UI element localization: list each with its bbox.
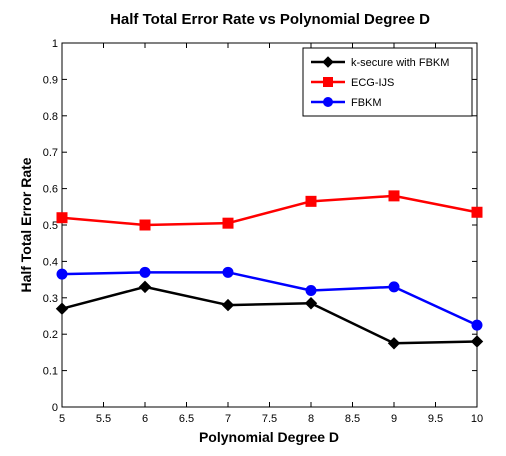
y-tick-label: 0.7: [43, 147, 58, 159]
x-tick-label: 9.5: [428, 413, 443, 425]
y-tick-label: 0.4: [43, 256, 58, 268]
x-tick-label: 8: [308, 413, 314, 425]
x-tick-label: 7: [225, 413, 231, 425]
y-tick-label: 0.3: [43, 293, 58, 305]
legend-marker: [323, 97, 333, 107]
x-tick-label: 6.5: [179, 413, 194, 425]
x-tick-label: 5: [59, 413, 65, 425]
y-axis-title: Half Total Error Rate: [18, 157, 34, 292]
y-tick-label: 0.5: [43, 220, 58, 232]
legend-item: ECG-IJS: [311, 77, 394, 89]
x-tick-label: 5.5: [96, 413, 111, 425]
axis-ticks: 5 5.5 6 6.5 7 7.5 8 8.5 9 9.5 10 0 0.1 0.2 0.3 0.4 0.5 0.…: [43, 38, 483, 425]
data-point: [388, 190, 400, 202]
y-tick-label: 0.1: [43, 366, 58, 378]
x-tick-label: 7.5: [262, 413, 277, 425]
data-point: [471, 206, 483, 218]
data-point: [221, 298, 235, 312]
data-point: [305, 285, 317, 297]
y-tick-label: 0.9: [43, 74, 58, 86]
x-axis-title: Polynomial Degree D: [199, 429, 339, 445]
series-line: [61, 194, 478, 227]
y-tick-label: 0.6: [43, 184, 58, 196]
x-tick-label: 10: [471, 413, 483, 425]
series-line: [61, 285, 478, 345]
legend-marker: [322, 56, 334, 68]
data-point: [55, 302, 69, 315]
y-tick-label: 0: [52, 402, 58, 414]
legend-marker: [323, 77, 333, 87]
series-ecg-ijs: [56, 190, 483, 231]
legend-label: ECG-IJS: [351, 77, 394, 89]
y-tick-label: 0.8: [43, 111, 58, 123]
series-fbkm: [56, 266, 483, 331]
data-point: [139, 266, 151, 278]
data-point: [471, 319, 483, 331]
data-point: [387, 337, 401, 350]
data-point: [470, 335, 484, 348]
series-line: [61, 271, 478, 327]
x-tick-label: 6: [142, 413, 148, 425]
data-point: [388, 281, 400, 293]
series-k-secure-with-fbkm: [55, 280, 484, 350]
y-tick-label: 1: [52, 38, 58, 50]
legend-label: FBKM: [351, 97, 382, 109]
x-tick-label: 8.5: [345, 413, 360, 425]
data-point: [56, 268, 68, 280]
data-point: [56, 212, 68, 224]
data-point: [139, 219, 151, 231]
legend-item: k-secure with FBKM: [311, 56, 449, 69]
data-point: [305, 195, 317, 207]
chart-title: Half Total Error Rate vs Polynomial Degr…: [110, 11, 430, 28]
data-point: [304, 297, 318, 310]
data-point: [222, 266, 234, 278]
y-tick-label: 0.2: [43, 329, 58, 341]
series-layer: [55, 190, 484, 350]
data-point: [222, 217, 234, 229]
data-point: [138, 280, 152, 294]
legend: k-secure with FBKM ECG-IJS FBKM: [302, 47, 473, 117]
legend-label: k-secure with FBKM: [351, 57, 449, 69]
x-tick-label: 9: [391, 413, 397, 425]
legend-item: FBKM: [311, 97, 382, 109]
